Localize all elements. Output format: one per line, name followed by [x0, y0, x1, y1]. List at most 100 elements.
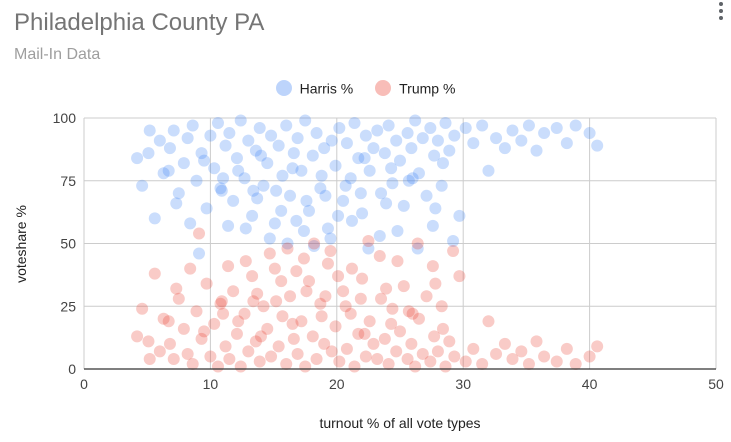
trump-point	[356, 272, 369, 285]
trump-point	[448, 350, 461, 363]
x-tick-label: 0	[80, 376, 88, 392]
harris-point	[291, 132, 304, 145]
harris-point	[200, 202, 213, 215]
more-options-icon[interactable]	[716, 0, 726, 22]
trump-point	[300, 285, 313, 298]
trump-point	[297, 252, 310, 265]
harris-point	[315, 169, 328, 182]
harris-point	[426, 219, 439, 232]
harris-point	[332, 209, 345, 222]
legend-item-trump[interactable]: Trump %	[375, 79, 455, 96]
trump-point	[467, 342, 480, 355]
trump-point	[385, 317, 398, 330]
harris-point	[270, 184, 283, 197]
trump-point	[131, 330, 144, 343]
trump-point	[247, 295, 260, 308]
harris-point	[401, 127, 414, 140]
trump-point	[354, 292, 367, 305]
harris-point	[394, 154, 406, 167]
trump-point	[204, 350, 217, 363]
trump-point	[265, 350, 278, 363]
trump-point	[375, 292, 388, 305]
trump-point	[453, 270, 466, 283]
harris-point	[436, 157, 449, 170]
x-tick-label: 30	[455, 376, 471, 392]
harris-point	[386, 177, 399, 190]
trump-point	[386, 302, 399, 315]
trump-point	[538, 350, 551, 363]
harris-point	[275, 204, 288, 217]
trump-point	[363, 315, 376, 328]
harris-point	[162, 164, 175, 177]
trump-point	[276, 310, 289, 323]
harris-point	[148, 212, 161, 225]
trump-point	[476, 357, 489, 370]
harris-point	[371, 124, 384, 137]
harris-point	[382, 119, 395, 132]
harris-point	[295, 164, 308, 177]
trump-point	[232, 315, 245, 328]
data-points	[131, 114, 604, 373]
trump-point	[424, 355, 437, 368]
trump-point	[310, 352, 323, 365]
harris-point	[306, 149, 319, 162]
trump-point	[227, 285, 240, 298]
trump-point	[214, 297, 227, 310]
trump-point	[515, 345, 528, 358]
trump-point	[249, 335, 262, 348]
legend-item-harris[interactable]: Harris %	[275, 79, 353, 96]
harris-point	[208, 162, 221, 175]
trump-point	[286, 317, 299, 330]
trump-point	[332, 270, 345, 283]
harris-point	[411, 242, 424, 255]
harris-point	[380, 197, 393, 210]
trump-point	[148, 267, 161, 280]
harris-point	[435, 179, 448, 192]
harris-point	[428, 149, 441, 162]
trump-point	[254, 330, 267, 343]
trump-point	[362, 234, 375, 247]
harris-point	[214, 182, 227, 195]
harris-point	[234, 114, 247, 127]
trump-point	[184, 262, 197, 275]
trump-point	[429, 277, 442, 290]
x-tick-label: 40	[582, 376, 598, 392]
trump-point	[329, 320, 342, 333]
trump-point	[344, 307, 357, 320]
trump-point	[436, 322, 449, 335]
harris-point	[238, 172, 251, 185]
trump-point	[337, 285, 350, 298]
trump-point	[428, 330, 441, 343]
harris-point	[215, 184, 228, 197]
x-tick-label: 10	[203, 376, 219, 392]
trump-point	[367, 337, 380, 350]
harris-point	[286, 162, 299, 175]
trump-point	[306, 330, 319, 343]
harris-point	[254, 149, 267, 162]
harris-point	[515, 134, 528, 147]
trump-point	[219, 340, 232, 353]
harris-point	[359, 129, 372, 142]
harris-point	[429, 202, 442, 215]
trump-point	[281, 242, 294, 255]
harris-point	[186, 119, 199, 132]
trump-point	[223, 352, 236, 365]
harris-point	[281, 237, 294, 250]
harris-point	[268, 217, 281, 230]
trump-point	[314, 297, 327, 310]
harris-point	[490, 132, 503, 145]
trump-point	[263, 247, 276, 260]
trump-point	[211, 360, 224, 373]
trump-point	[275, 275, 288, 288]
trump-point	[167, 352, 180, 365]
trump-point	[215, 295, 228, 308]
trump-point	[268, 262, 281, 275]
menu-dot	[719, 16, 723, 20]
trump-point	[560, 342, 573, 355]
trump-point	[163, 337, 176, 350]
trump-point	[345, 262, 358, 275]
trump-point	[299, 360, 312, 373]
trump-point	[583, 350, 596, 363]
harris-point	[569, 119, 582, 132]
trump-point	[257, 300, 270, 313]
